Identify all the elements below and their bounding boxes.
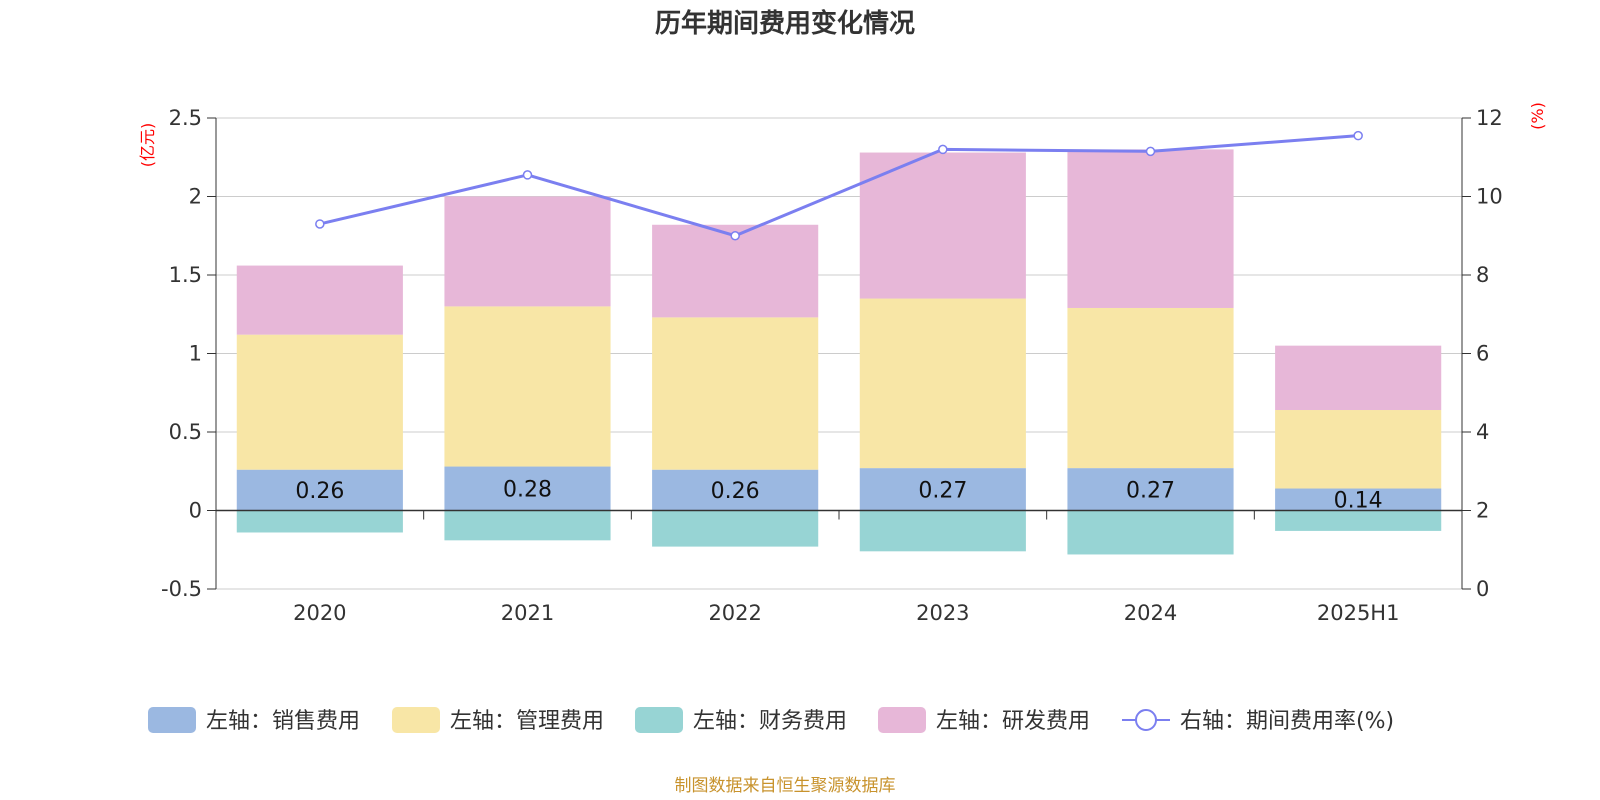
right-axis-tick-label: 2 — [1476, 499, 1489, 523]
bar-segment — [859, 298, 1026, 469]
bar-segment — [236, 265, 403, 335]
legend-swatch — [392, 707, 440, 733]
bar-data-label: 0.27 — [1126, 478, 1175, 503]
legend-marker — [1135, 709, 1157, 731]
legend-item[interactable]: 左轴：管理费用 — [392, 707, 604, 734]
rate-line-point — [938, 144, 948, 155]
legend-label: 左轴：财务费用 — [693, 709, 847, 734]
x-axis-tick-label: 2023 — [916, 601, 969, 625]
legend-item[interactable]: 左轴：销售费用 — [148, 707, 360, 734]
bar-segment — [236, 469, 403, 511]
rate-line-point — [1145, 146, 1156, 157]
x-axis-tick-label: 2024 — [1124, 601, 1177, 625]
right-axis-tick-label: 0 — [1476, 577, 1489, 601]
legend-label: 右轴：期间费用率(%) — [1180, 709, 1394, 734]
bar-segment — [444, 196, 611, 307]
legend-swatch — [878, 707, 926, 733]
bar-data-label: 0.26 — [711, 479, 760, 504]
rate-line-point — [1353, 130, 1363, 141]
bar-segment — [859, 152, 1026, 299]
bar-data-label: 0.14 — [1334, 489, 1383, 514]
right-axis-tick-label: 6 — [1476, 342, 1489, 366]
bar-segment — [1067, 307, 1234, 469]
bar-segment — [444, 510, 611, 541]
legend-label: 左轴：管理费用 — [450, 709, 604, 734]
rate-line — [319, 134, 1359, 238]
axes: -0.5 0 0.5 1 1.5 2 2.5 0 2 4 6 8 10 12 2020 2021 2022 202… — [161, 106, 1503, 625]
bar-segment — [1275, 510, 1442, 531]
bar-segment — [1275, 345, 1442, 411]
left-axis-tick-label: 0 — [189, 499, 202, 523]
bar-segment — [652, 469, 819, 511]
legend-item[interactable]: 右轴：期间费用率(%) — [1122, 709, 1394, 734]
bar-segment — [652, 510, 819, 547]
legend-item[interactable]: 左轴：研发费用 — [878, 707, 1090, 734]
x-axis-tick-label: 2021 — [501, 601, 554, 625]
left-axis-tick-label: 1.5 — [169, 263, 202, 287]
bar-segment — [236, 334, 403, 470]
bar-segment — [236, 510, 403, 533]
chart-title: 历年期间费用变化情况 — [655, 8, 915, 39]
left-axis-tick-label: 2.5 — [169, 106, 202, 130]
legend[interactable]: 左轴：销售费用 左轴：管理费用 左轴：财务费用 左轴：研发费用 右轴：期间费用率(%) — [148, 707, 1394, 734]
right-axis-tick-label: 8 — [1476, 263, 1489, 287]
bar-series — [236, 149, 1442, 555]
data-labels: 0.26 0.28 0.26 0.27 0.27 0.14 — [295, 478, 1382, 514]
bar-segment — [859, 510, 1026, 552]
bar-segment — [444, 306, 611, 467]
legend-swatch — [635, 707, 683, 733]
right-axis-tick-label: 4 — [1476, 420, 1489, 444]
legend-label: 左轴：销售费用 — [206, 709, 360, 734]
rate-line-series — [315, 130, 1363, 241]
bar-data-label: 0.27 — [918, 478, 967, 503]
bar-segment — [1067, 510, 1234, 555]
left-axis-tick-label: 1 — [189, 342, 202, 366]
rate-line-point — [522, 170, 533, 180]
right-axis-unit: (%) — [1528, 102, 1547, 130]
bar-segment — [444, 466, 611, 511]
legend-swatch — [148, 707, 196, 733]
left-axis-tick-label: -0.5 — [161, 577, 202, 601]
bar-segment — [1067, 468, 1234, 511]
x-axis-tick-label: 2025H1 — [1317, 601, 1400, 625]
left-axis-tick-label: 0.5 — [169, 420, 202, 444]
x-axis-tick-label: 2022 — [708, 601, 761, 625]
source-note: 制图数据来自恒生聚源数据库 — [675, 776, 896, 796]
right-axis-tick-label: 12 — [1476, 106, 1503, 130]
x-axis-tick-label: 2020 — [293, 601, 346, 625]
rate-line-point — [315, 219, 325, 229]
grid-lines — [216, 117, 1462, 590]
right-axis-tick-label: 10 — [1476, 185, 1503, 209]
bar-segment — [1275, 488, 1442, 511]
bar-segment — [652, 317, 819, 470]
legend-label: 左轴：研发费用 — [936, 709, 1090, 734]
left-axis-unit: (亿元) — [138, 123, 157, 168]
legend-item[interactable]: 左轴：财务费用 — [635, 707, 847, 734]
rate-line-point — [730, 231, 740, 241]
bar-segment — [1275, 410, 1442, 489]
bar-data-label: 0.26 — [295, 479, 344, 504]
left-axis-tick-label: 2 — [189, 185, 202, 209]
bar-data-label: 0.28 — [503, 478, 552, 503]
bar-segment — [859, 468, 1026, 511]
bar-segment — [1067, 149, 1234, 308]
